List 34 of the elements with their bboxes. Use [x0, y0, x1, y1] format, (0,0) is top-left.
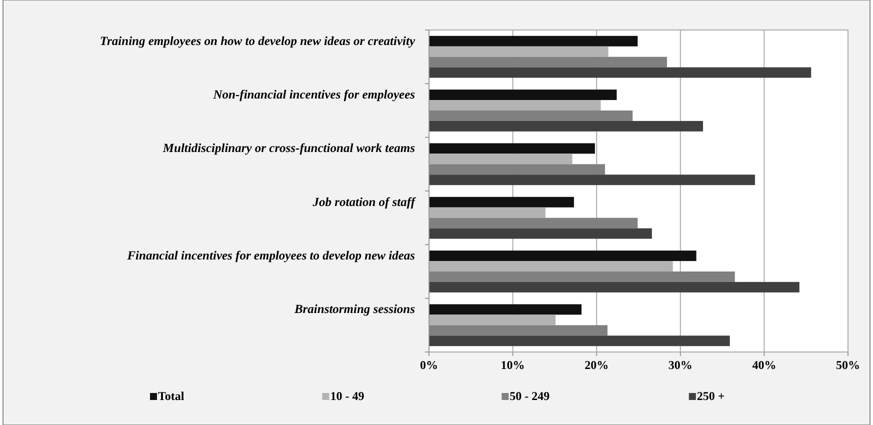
bar: [429, 110, 633, 121]
bar: [429, 120, 704, 132]
legend-label: 10 - 49: [330, 389, 364, 403]
bar: [429, 325, 608, 336]
bar: [429, 56, 667, 68]
x-tick-label: 40%: [752, 358, 776, 372]
y-tick-label: Multidisciplinary or cross-functional work teams: [162, 141, 416, 156]
y-tick-label: Financial incentives for employees to develop new ideas: [126, 248, 416, 262]
y-tick-label: Non-financial incentives for employees: [212, 87, 416, 102]
bar: [429, 218, 638, 228]
x-tick-label: 0%: [420, 358, 438, 372]
bar: [429, 196, 574, 208]
bar: [429, 228, 652, 239]
legend-label: 250 +: [696, 389, 725, 403]
bar: [429, 282, 800, 292]
y-tick-label: Training employees on how to develop new ideas or creativity: [100, 34, 416, 48]
bar: [429, 90, 617, 100]
x-tick-label: 10%: [500, 358, 525, 372]
bar: [429, 67, 812, 78]
legend-label: 50 - 249: [510, 389, 550, 403]
bar: [429, 304, 582, 315]
bar: [429, 36, 638, 46]
bar: [429, 272, 735, 282]
bar: [429, 174, 755, 186]
bar: [429, 143, 595, 154]
bar: [429, 250, 696, 262]
x-tick-label: 50%: [836, 358, 860, 372]
bar: [429, 336, 730, 346]
y-tick-label: Job rotation of staff: [312, 194, 417, 209]
legend-label: Total: [158, 389, 185, 403]
x-tick-label: 30%: [668, 358, 692, 372]
x-tick-label: 20%: [584, 358, 609, 372]
y-tick-label: Brainstorming sessions: [293, 302, 416, 316]
bar: [429, 164, 605, 175]
